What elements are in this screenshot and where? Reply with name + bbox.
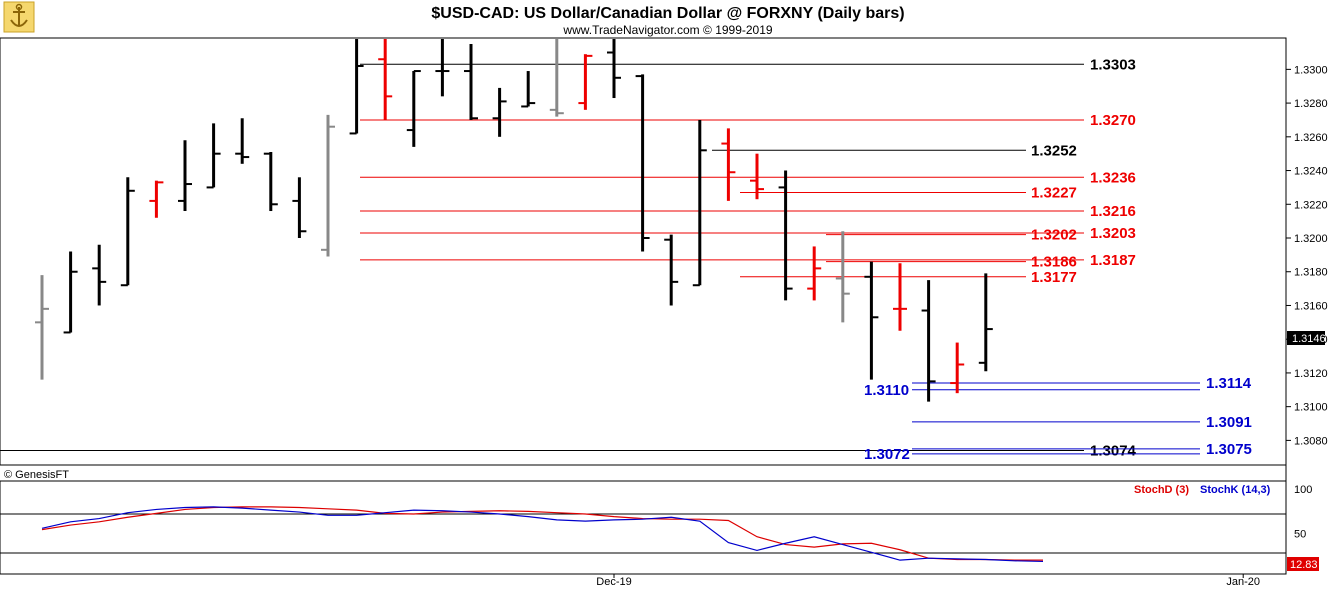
level-label: 1.3074 xyxy=(1090,443,1137,460)
ohlc-bar xyxy=(263,151,278,212)
price-tick-label: 1.3120 xyxy=(1294,368,1328,380)
ohlc-bar xyxy=(292,177,307,239)
ohlc-bar xyxy=(406,70,421,147)
ohlc-bar xyxy=(120,177,135,287)
copyright-label: © GenesisFT xyxy=(4,469,69,481)
ohlc-bar xyxy=(464,44,478,120)
ohlc-bar xyxy=(578,54,593,110)
date-tick-label: Dec-19 xyxy=(596,576,631,588)
price-axis-ticks: 1.30801.31001.31201.31401.31601.31801.32… xyxy=(1286,64,1328,447)
ohlc-bar xyxy=(921,280,936,402)
last-price-label: 1.3146 xyxy=(1292,333,1326,345)
ohlc-bar xyxy=(778,170,793,301)
ohlc-bars xyxy=(35,39,993,402)
price-tick-label: 1.3160 xyxy=(1294,300,1328,312)
price-tick-label: 1.3300 xyxy=(1294,64,1328,76)
date-tick-label: Jan-20 xyxy=(1226,576,1260,588)
level-label: 1.3091 xyxy=(1206,414,1252,431)
support-resistance-levels: 1.3303 1.3270 1.3252 1.3236 1.3227 1.3216 1.32… xyxy=(0,56,1252,463)
ohlc-bar xyxy=(92,244,107,306)
level-label: 1.3236 xyxy=(1090,169,1136,186)
last-price-marker xyxy=(1287,331,1325,345)
ohlc-bar xyxy=(721,128,736,201)
ohlc-bar xyxy=(864,261,879,380)
level-label: 1.3186 xyxy=(1031,254,1077,271)
ohlc-bar xyxy=(521,71,536,108)
level-label: 1.3177 xyxy=(1031,269,1077,286)
ohlc-bar xyxy=(664,234,679,306)
ohlc-bar xyxy=(149,180,164,218)
stochastic-panel: 50 100 StochD (3) StochK (14,3) 12.83 xyxy=(0,484,1319,571)
ohlc-bar xyxy=(349,39,364,135)
price-tick-label: 1.3200 xyxy=(1294,233,1328,245)
price-tick-label: 1.3080 xyxy=(1294,435,1328,447)
level-label: 1.3187 xyxy=(1090,252,1136,269)
price-tick-label: 1.3240 xyxy=(1294,166,1328,178)
ohlc-bar xyxy=(807,246,822,301)
ohlc-bar xyxy=(950,342,965,394)
ohlc-bar xyxy=(321,114,335,257)
price-tick-label: 1.3100 xyxy=(1294,402,1328,414)
ohlc-bar xyxy=(635,74,650,252)
level-label: 1.3110 xyxy=(864,382,909,399)
level-label: 1.3252 xyxy=(1031,142,1077,159)
ohlc-bar xyxy=(63,251,78,334)
level-label: 1.3203 xyxy=(1090,225,1136,242)
price-tick-label: 1.3180 xyxy=(1294,267,1328,279)
ohlc-bar xyxy=(206,123,221,189)
indicator-panel xyxy=(0,480,1287,575)
price-tick-label: 1.3220 xyxy=(1294,199,1328,211)
price-tick-label: 1.3260 xyxy=(1294,132,1328,144)
level-label: 1.3202 xyxy=(1031,227,1077,244)
stoch-series-line xyxy=(41,506,1044,563)
stoch-last-marker xyxy=(1287,557,1319,571)
level-label: 1.3303 xyxy=(1090,56,1136,73)
level-label: 1.3072 xyxy=(864,446,910,463)
stoch-tick-label: 100 xyxy=(1294,484,1312,496)
ohlc-bar xyxy=(750,153,764,200)
stoch-legend-entry: StochK (14,3) xyxy=(1200,484,1271,496)
ohlc-bar xyxy=(978,273,993,372)
price-tick-label: 1.3280 xyxy=(1294,98,1328,110)
date-axis: Dec-19 Jan-20 xyxy=(596,574,1260,588)
ohlc-bar xyxy=(35,275,49,380)
ohlc-bar xyxy=(692,119,707,287)
level-label: 1.3216 xyxy=(1090,203,1136,220)
ohlc-bar xyxy=(549,39,564,117)
level-label: 1.3114 xyxy=(1206,375,1252,392)
ohlc-bar xyxy=(178,140,192,212)
chart-title: $USD-CAD: US Dollar/Canadian Dollar @ FO… xyxy=(431,5,904,22)
ohlc-bar xyxy=(492,87,507,137)
stoch-tick-label: 50 xyxy=(1294,529,1306,541)
stoch-legend-entry: StochD (3) xyxy=(1134,484,1189,496)
stoch-series-line xyxy=(41,506,1043,561)
level-label: 1.3227 xyxy=(1031,184,1077,201)
ohlc-bar xyxy=(835,231,850,323)
level-label: 1.3270 xyxy=(1090,112,1136,129)
ohlc-bar xyxy=(235,118,250,164)
ohlc-bar xyxy=(893,263,907,331)
ohlc-bar xyxy=(607,39,621,99)
ohlc-bar xyxy=(435,39,450,97)
chart-subtitle: www.TradeNavigator.com © 1999-2019 xyxy=(562,23,772,37)
stoch-last-label: 12.83 xyxy=(1290,559,1318,571)
level-label: 1.3075 xyxy=(1206,441,1252,458)
ship-anchor-logo-icon xyxy=(3,1,35,33)
ohlc-bar xyxy=(378,39,393,120)
